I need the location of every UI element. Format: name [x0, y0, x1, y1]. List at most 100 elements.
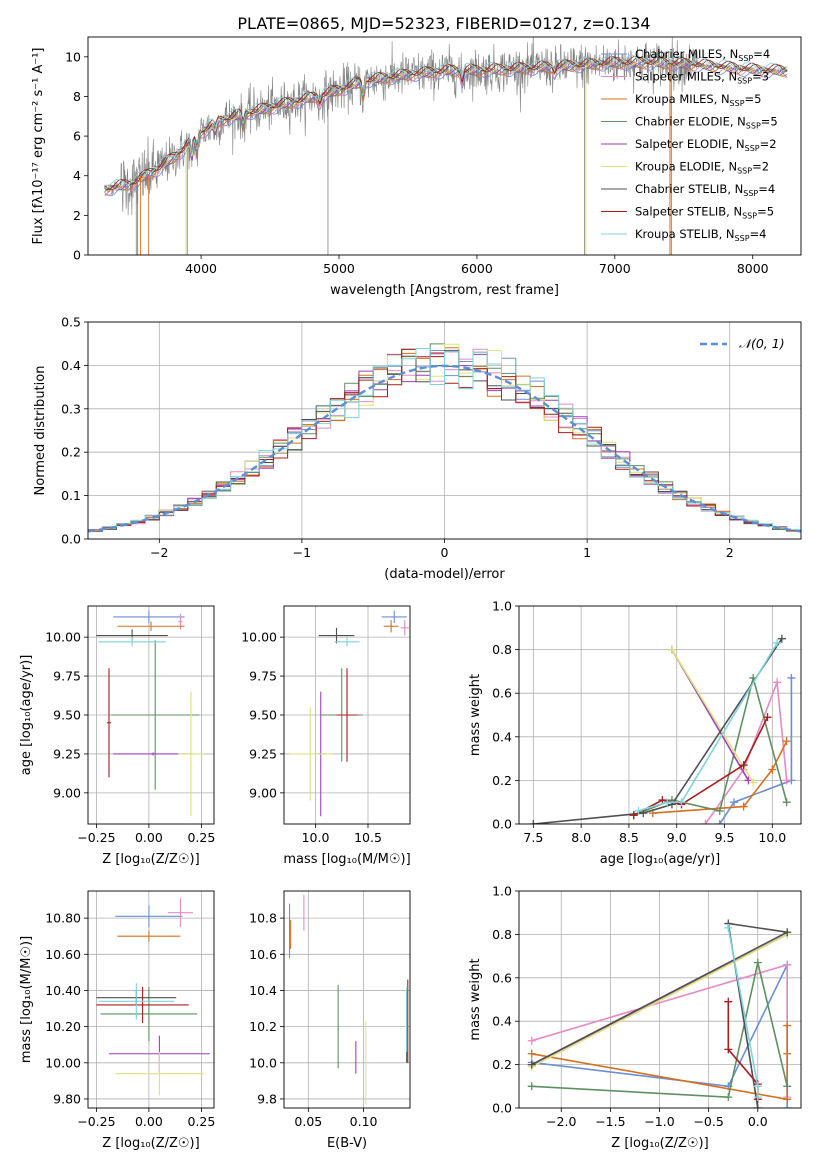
- x-axis-label: mass [log₁₀(M/M☉)]: [283, 852, 410, 867]
- weight-marker: [527, 1049, 536, 1058]
- model-spectrum-salpeter-elodie: [104, 58, 788, 191]
- x-tick-label: 10.0: [302, 830, 330, 845]
- errorbar-salpeter-stelib: [106, 668, 112, 778]
- plot-area-mass-vs-ebv: [284, 891, 410, 1108]
- weight-marker: [739, 761, 748, 770]
- weight-series-salpeter-miles: [701, 678, 791, 824]
- x-tick-label: 0.10: [350, 1114, 378, 1129]
- x-axis-label: Z [log₁₀(Z/Z☉)]: [611, 1136, 708, 1151]
- weight-series-salpeter-elodie: [667, 645, 753, 785]
- y-tick-label: 0.3: [61, 401, 81, 416]
- weight-marker: [753, 1104, 762, 1108]
- errorbar-kroupa-elodie: [178, 691, 204, 817]
- normal-reference-curve: [88, 364, 801, 533]
- weight-marker: [783, 1104, 792, 1108]
- x-axis-label: Z [log₁₀(Z/Z☉)]: [102, 852, 199, 867]
- weight-marker: [715, 806, 724, 815]
- x-tick-label: 10.5: [354, 830, 382, 845]
- y-tick-label: 10.60: [45, 947, 81, 962]
- weight-marker: [783, 960, 792, 969]
- weight-marker: [629, 811, 638, 820]
- x-tick-label: 0.25: [187, 830, 215, 845]
- errorbar-kroupa-stelib: [98, 637, 166, 647]
- weight-marker: [753, 1082, 762, 1091]
- y-tick-label: 8: [73, 89, 81, 104]
- errorbar-salpeter-miles: [178, 613, 183, 630]
- x-tick-label: 0.05: [294, 1114, 322, 1129]
- model-spectrum-kroupa-elodie: [104, 57, 788, 191]
- weight-marker: [634, 806, 643, 815]
- weight-marker: [783, 928, 792, 937]
- y-tick-label: 1.0: [492, 599, 512, 614]
- x-tick-label: 1: [583, 545, 591, 560]
- errorbar-salpeter-stelib: [96, 986, 189, 1024]
- plot-area-age-vs-Z: [88, 606, 214, 824]
- weight-marker: [782, 737, 791, 746]
- weight-line: [638, 642, 778, 812]
- weight-series-chabrier-stelib: [527, 919, 792, 1108]
- x-tick-label: 7000: [599, 261, 631, 276]
- weight-marker: [658, 796, 667, 805]
- axes-frame: [283, 890, 411, 1109]
- y-tick-label: 0.0: [492, 1101, 512, 1116]
- y-tick-label: 10.2: [249, 1019, 277, 1034]
- x-tick-label: 2: [726, 545, 734, 560]
- y-tick-label: 9.80: [53, 1091, 81, 1106]
- axes-frame: [87, 605, 215, 825]
- weight-series-chabrier-stelib: [529, 634, 786, 824]
- x-tick-label: 8.5: [619, 830, 639, 845]
- y-tick-label: 9.50: [53, 708, 81, 723]
- x-tick-label: −1: [293, 545, 311, 560]
- axes-residuals: −2 −1 0 1 2 0.0 0.1 0.2 0.3 0.4 0.5 (data-model)/er…: [33, 315, 802, 582]
- y-tick-label: 0.6: [492, 686, 512, 701]
- axes-frame: [87, 321, 802, 540]
- y-tick-label: 10.80: [45, 911, 81, 926]
- legend-label: Chabrier STELIB, NSSP=4: [635, 182, 775, 198]
- y-tick-label: 9.50: [249, 708, 277, 723]
- weight-line: [704, 682, 788, 824]
- axes-mass-vs-ebv: 0.05 0.10 9.8 10.0 10.2 10.4 10.6 10.8 E(B-V): [249, 890, 411, 1151]
- y-tick-label: 10.00: [241, 630, 277, 645]
- axes-age-vs-Z: −0.25 0.00 0.25 9.00 9.25 9.50 9.75 10.00 Z [log…: [19, 605, 215, 867]
- weight-marker: [783, 1082, 792, 1091]
- weight-marker: [724, 1093, 733, 1102]
- x-tick-label: 9.5: [715, 830, 735, 845]
- y-tick-label: 0.6: [492, 970, 512, 985]
- weight-marker: [730, 798, 739, 807]
- weight-marker: [763, 713, 772, 722]
- weight-line: [531, 1025, 789, 1101]
- weight-marker: [715, 820, 724, 824]
- y-axis-label: Flux [fλ10⁻¹⁷ erg cm⁻² s⁻¹ A⁻¹]: [31, 48, 46, 245]
- y-tick-label: 9.25: [53, 746, 81, 761]
- weight-marker: [527, 1036, 536, 1045]
- x-tick-label: 0.25: [187, 1114, 215, 1129]
- x-tick-label: −1.5: [595, 1114, 625, 1129]
- y-tick-label: 10.20: [45, 1019, 81, 1034]
- y-tick-label: 10.6: [249, 947, 277, 962]
- x-tick-label: −1.0: [644, 1114, 674, 1129]
- y-tick-label: 0.4: [61, 358, 81, 373]
- legend-label: Salpeter MILES, NSSP=3: [635, 70, 769, 86]
- legend-label: Chabrier ELODIE, NSSP=5: [635, 115, 778, 131]
- weight-series-kroupa-stelib: [724, 923, 762, 1102]
- weight-series-kroupa-stelib: [634, 639, 782, 815]
- residual-histogram-kroupa-stelib: [88, 348, 801, 531]
- y-tick-label: 9.00: [249, 785, 277, 800]
- axes-frame: [87, 36, 802, 256]
- errorbar-salpeter-miles: [400, 620, 409, 636]
- x-tick-label: 9.0: [667, 830, 687, 845]
- weight-marker: [782, 776, 791, 785]
- errorbar-kroupa-stelib: [334, 637, 360, 647]
- errorbar-salpeter-stelib: [336, 668, 358, 762]
- axes-frame: [518, 890, 802, 1109]
- errorbar-chabrier-elodie: [111, 640, 200, 790]
- weight-marker: [527, 1060, 536, 1069]
- y-tick-label: 4: [73, 168, 81, 183]
- errorbar-kroupa-elodie: [289, 707, 332, 801]
- weight-series-salpeter-stelib: [629, 713, 772, 820]
- axes-mass-vs-Z: −0.25 0.00 0.25 9.80 10.00 10.20 10.40 10.60 10.…: [19, 890, 215, 1151]
- weight-marker: [782, 798, 791, 807]
- legend-label: Kroupa MILES, NSSP=5: [635, 92, 761, 108]
- legend-label: Salpeter ELODIE, NSSP=2: [635, 137, 777, 153]
